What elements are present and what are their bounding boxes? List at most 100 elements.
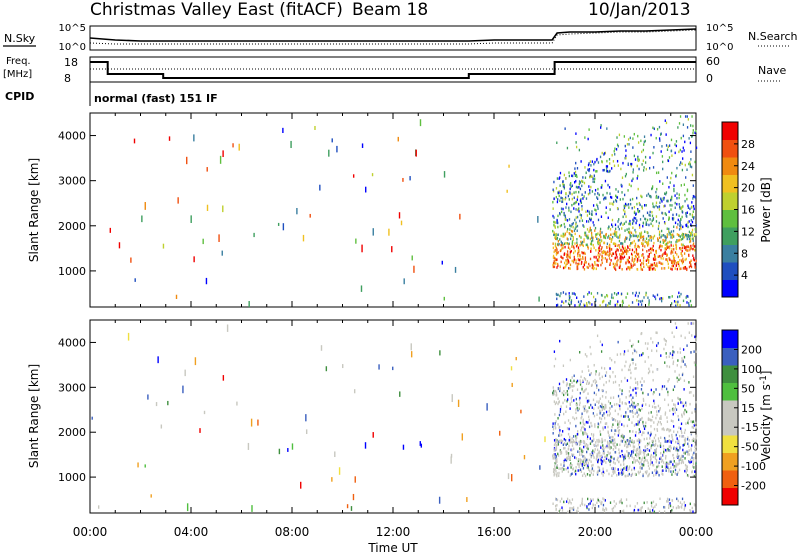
- velocity-point-dense-180: [595, 380, 598, 383]
- power-point-dense-202: [577, 252, 579, 256]
- power-point-dense-564: [625, 236, 627, 239]
- power-point-dense-1354: [670, 252, 672, 255]
- power-point-dense-782: [686, 211, 688, 215]
- velocity-point-dense-1516: [672, 350, 674, 353]
- velocity-point-dense-1035: [596, 448, 599, 452]
- power-point-dense-1385: [655, 220, 658, 223]
- power-point-dense-546: [692, 239, 694, 243]
- power-point-dense-1316: [632, 234, 634, 238]
- power-point-dense-1693: [600, 126, 602, 129]
- power-point-dense-1647: [654, 295, 656, 299]
- velocity-point-dense-1481: [669, 460, 671, 464]
- velocity-point-sparse-53: [194, 357, 197, 366]
- velocity-point-dense-1661: [553, 468, 555, 471]
- power-point-dense-1697: [615, 200, 618, 203]
- velocity-point-dense-1628: [667, 500, 669, 503]
- velocity-point-dense-1235: [689, 461, 691, 464]
- power-point-dense-420: [671, 248, 673, 251]
- velocity-point-dense-544: [609, 412, 611, 415]
- power-point-dense-263: [608, 253, 611, 257]
- velocity-point-dense-990: [677, 471, 679, 474]
- velocity-point-dense-334: [609, 458, 612, 461]
- power-point-dense-24: [649, 268, 652, 271]
- velocity-point-dense-641: [639, 439, 642, 443]
- power-point-dense-69: [661, 262, 664, 266]
- power-point-dense-1474: [634, 242, 637, 246]
- power-point-dense-25: [580, 201, 583, 205]
- power-point-dense-309: [608, 301, 610, 305]
- velocity-point-dense-195: [636, 415, 639, 418]
- velocity-point-dense-1671: [617, 456, 619, 460]
- power-point-dense-354: [607, 250, 609, 254]
- velocity-point-dense-1188: [565, 443, 567, 447]
- velocity-point-dense-901: [559, 449, 562, 452]
- power-point-dense-815: [679, 238, 681, 242]
- power-point-dense-1090: [576, 238, 578, 241]
- power-point-dense-545: [636, 196, 638, 200]
- power-point-dense-1646: [621, 253, 623, 256]
- power-point-dense-1559: [598, 255, 600, 259]
- velocity-point-dense-1648: [603, 417, 606, 420]
- freq-ytick-low: 8: [64, 72, 71, 85]
- power-point-dense-1451: [581, 205, 583, 208]
- power-point-dense-10: [692, 129, 694, 132]
- velocity-point-dense-145: [612, 510, 614, 513]
- velocity-point-dense-1382: [562, 364, 565, 368]
- power-point-dense-1604: [689, 141, 692, 145]
- velocity-point-dense-283: [575, 472, 577, 476]
- velocity-point-dense-804: [556, 466, 558, 469]
- velocity-point-dense-420: [620, 500, 622, 504]
- velocity-point-dense-881: [585, 420, 588, 424]
- velocity-point-dense-870: [675, 462, 677, 465]
- power-point-dense-535: [636, 164, 638, 168]
- power-point-dense-1335: [637, 210, 640, 214]
- velocity-point-dense-1227: [612, 396, 615, 399]
- velocity-point-dense-28: [655, 331, 657, 334]
- velocity-point-dense-440: [647, 474, 649, 478]
- velocity-point-dense-981: [664, 361, 666, 364]
- power-point-dense-373: [564, 225, 566, 229]
- velocity-point-dense-425: [571, 389, 574, 392]
- power-point-dense-333: [671, 154, 673, 157]
- power-point-dense-899: [596, 259, 598, 262]
- power-point-dense-1144: [685, 212, 687, 215]
- velocity-point-sparse-60: [251, 505, 253, 512]
- velocity-point-dense-640: [566, 393, 569, 396]
- power-point-dense-1154: [590, 218, 592, 222]
- power-point-dense-220: [684, 140, 686, 144]
- velocity-point-dense-852: [605, 396, 607, 399]
- velocity-point-dense-670: [680, 429, 683, 433]
- velocity-point-dense-1069: [653, 436, 656, 440]
- power-point-dense-1690: [631, 197, 634, 201]
- power-point-dense-1164: [605, 165, 608, 168]
- power-point-dense-443: [662, 182, 664, 186]
- velocity-point-dense-233: [657, 444, 659, 448]
- velocity-point-dense-1413: [694, 421, 697, 425]
- power-point-dense-692: [629, 235, 631, 239]
- power-point-dense-566: [566, 219, 569, 222]
- velocity-point-dense-663: [631, 358, 633, 361]
- power-point-dense-323: [576, 263, 579, 267]
- velocity-point-dense-567: [554, 441, 557, 445]
- power-point-dense-1674: [661, 145, 663, 148]
- velocity-point-dense-1158: [687, 419, 689, 422]
- velocity-point-dense-1697: [588, 399, 590, 403]
- velocity-point-dense-300: [643, 424, 645, 428]
- velocity-point-dense-706: [596, 400, 598, 403]
- power-point-dense-1520: [595, 209, 597, 212]
- power-point-dense-861: [624, 238, 626, 241]
- velocity-point-dense-508: [578, 443, 581, 447]
- power-point-dense-589: [665, 192, 667, 196]
- power-point-dense-1572: [569, 250, 572, 254]
- power-point-dense-1376: [683, 245, 685, 248]
- velocity-point-dense-332: [667, 506, 670, 510]
- power-point-dense-1306: [585, 243, 587, 247]
- power-point-dense-1465: [575, 145, 578, 149]
- power-point-dense-879: [606, 159, 608, 163]
- power-point-dense-1640: [644, 139, 646, 143]
- velocity-point-dense-1508: [560, 463, 562, 466]
- velocity-point-dense-632: [683, 388, 685, 391]
- power-point-dense-606: [585, 210, 587, 213]
- velocity-point-dense-1406: [583, 441, 586, 445]
